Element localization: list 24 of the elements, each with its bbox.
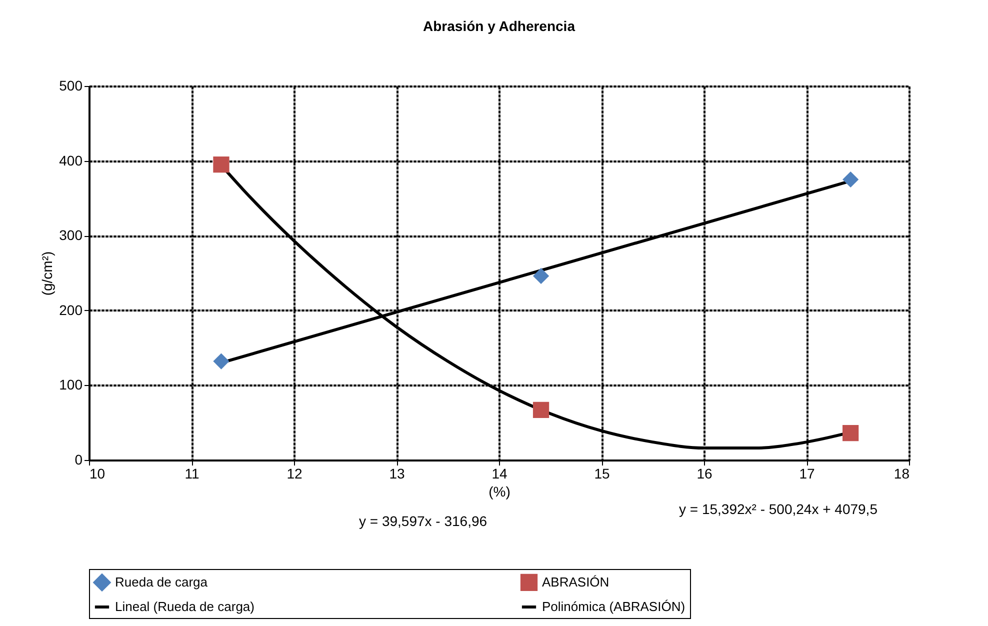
y-tick-label: 0 [74, 452, 83, 468]
y-tick-label: 400 [59, 152, 83, 168]
legend-label: ABRASIÓN [542, 574, 610, 590]
x-tick-label: 11 [184, 466, 200, 482]
x-tick-label: 16 [696, 466, 712, 482]
legend-label: Lineal (Rueda de carga) [115, 599, 254, 614]
x-tick-label: 15 [594, 466, 610, 482]
x-tick-label: 17 [799, 466, 815, 482]
x-tick-label: 12 [286, 466, 302, 482]
x-tick-label: 14 [492, 466, 508, 482]
x-tick-label: 10 [90, 466, 106, 482]
chart-title: Abrasión y Adherencia [423, 18, 576, 34]
x-axis-title: (%) [488, 484, 510, 500]
x-tick-label: 18 [894, 466, 910, 482]
y-tick-label: 300 [59, 227, 83, 244]
y-tick-label: 200 [59, 302, 83, 318]
legend-label: Rueda de carga [115, 574, 208, 590]
legend-label: Polinómica (ABRASIÓN) [542, 599, 686, 614]
text: y = 15,392x² - 500,24x + 4079,5 [679, 501, 878, 517]
y-tick-label: 500 [59, 78, 83, 94]
text: y = 39,597x - 316,96 [359, 513, 488, 529]
x-tick-label: 13 [389, 466, 405, 482]
y-tick-label: 100 [59, 376, 83, 393]
y-axis-title: (g/cm²) [39, 251, 56, 296]
